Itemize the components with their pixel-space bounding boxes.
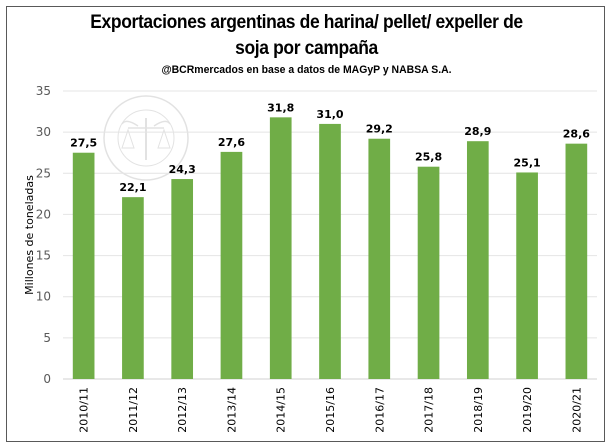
bar <box>171 179 194 379</box>
bar <box>72 152 95 379</box>
x-tick-label: 2010/11 <box>78 387 91 433</box>
y-tick-label: 10 <box>36 290 51 304</box>
chart-title-line-2: soja por campaña <box>235 38 378 59</box>
data-label: 24,3 <box>169 163 196 176</box>
data-label: 22,1 <box>119 181 146 194</box>
data-label: 25,8 <box>415 151 442 164</box>
x-tick-label: 2012/13 <box>176 387 189 433</box>
data-label: 28,6 <box>563 128 590 141</box>
bar <box>466 141 489 379</box>
bar <box>220 151 243 379</box>
y-tick-label: 5 <box>43 331 51 345</box>
chart-subtitle: @BCRmercados en base a datos de MAGyP y … <box>161 64 452 76</box>
bar <box>565 143 588 379</box>
data-label: 31,0 <box>316 108 343 121</box>
data-label: 27,5 <box>70 137 97 150</box>
data-label: 29,2 <box>366 123 393 136</box>
bar <box>319 123 341 380</box>
chart-frame <box>6 6 605 442</box>
x-tick-label: 2016/17 <box>373 387 386 433</box>
bar <box>516 172 538 379</box>
chart-title-line-1: Exportaciones argentinas de harina/ pell… <box>90 12 523 33</box>
x-tick-label: 2011/12 <box>127 387 140 433</box>
x-tick-label: 2015/16 <box>324 387 337 433</box>
data-label: 28,9 <box>464 125 491 138</box>
data-label: 31,8 <box>267 101 294 114</box>
y-tick-label: 0 <box>43 372 51 386</box>
y-axis-label: Millones de toneladas <box>23 175 36 295</box>
y-tick-label: 35 <box>36 84 51 98</box>
x-tick-label: 2020/21 <box>570 387 583 433</box>
y-tick-label: 30 <box>36 125 51 139</box>
x-tick-label: 2014/15 <box>275 387 288 433</box>
y-tick-label: 15 <box>36 249 51 263</box>
x-tick-label: 2017/18 <box>423 387 436 433</box>
x-tick-label: 2013/14 <box>225 387 238 433</box>
bar <box>122 197 144 379</box>
data-label: 27,6 <box>218 136 245 149</box>
x-tick-label: 2019/20 <box>521 387 534 433</box>
data-label: 25,1 <box>514 156 541 169</box>
y-tick-label: 20 <box>36 207 51 221</box>
y-tick-label: 25 <box>36 166 51 180</box>
bcr-watermark-logo <box>103 95 189 181</box>
bar <box>417 166 440 379</box>
bar <box>269 117 292 380</box>
x-tick-label: 2018/19 <box>472 387 485 433</box>
bar <box>368 138 391 379</box>
